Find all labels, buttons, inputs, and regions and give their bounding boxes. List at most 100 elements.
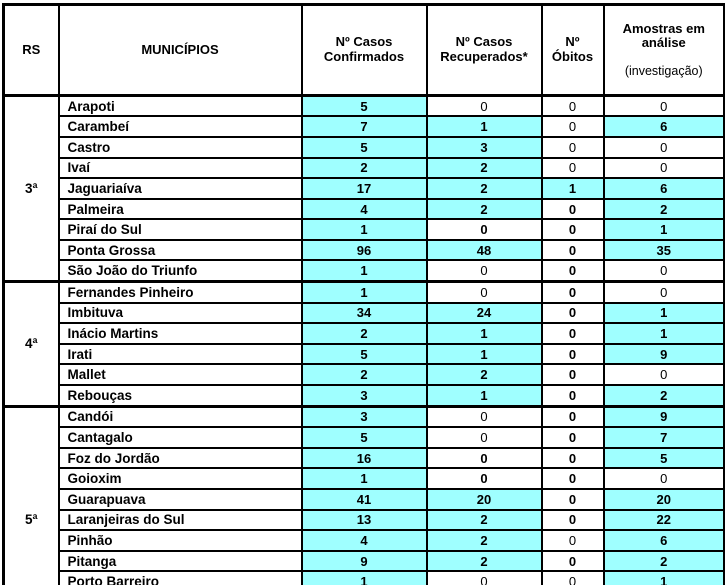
column-header-amostras-sublabel: (investigação): [624, 64, 703, 79]
table-row: Porto Barreiro 1 0 0 1: [4, 570, 725, 585]
confirmed-cases-cell: 1: [300, 280, 428, 304]
recovered-cases-cell: 2: [425, 156, 543, 180]
recovered-cases-cell: 0: [425, 426, 543, 449]
rs-group-label: 3ª: [2, 94, 60, 283]
confirmed-cases-cell: 1: [300, 467, 428, 490]
samples-in-analysis-cell: 20: [602, 488, 725, 511]
recovered-cases-cell: 2: [425, 508, 543, 532]
table-row: 4ª Fernandes Pinheiro 1 0 0 0: [2, 280, 725, 408]
samples-in-analysis-cell: 2: [602, 549, 725, 573]
deaths-cell: 0: [540, 467, 605, 490]
recovered-cases-cell: 0: [425, 467, 543, 490]
confirmed-cases-cell: 2: [300, 322, 428, 345]
municipality-cell: Candói: [57, 404, 303, 429]
samples-in-analysis-cell: 1: [602, 218, 725, 241]
samples-in-analysis-cell: 0: [602, 259, 725, 283]
deaths-cell: 0: [540, 135, 605, 159]
table-row: Laranjeiras do Sul 13 2 0 22: [4, 508, 725, 532]
samples-in-analysis-cell: 9: [602, 342, 725, 366]
samples-in-analysis-cell: 1: [602, 322, 725, 345]
table-row: São João do Triunfo 1 0 0 0: [4, 259, 725, 283]
deaths-cell: 0: [540, 94, 605, 118]
samples-in-analysis-cell: 22: [602, 508, 725, 532]
confirmed-cases-cell: 3: [300, 404, 428, 429]
table-row: Irati 5 1 0 9: [4, 342, 725, 366]
samples-in-analysis-cell: 5: [602, 446, 725, 470]
recovered-cases-cell: 0: [425, 280, 543, 304]
municipality-cell: Cantagalo: [57, 426, 303, 449]
confirmed-cases-cell: 3: [300, 384, 428, 408]
municipality-cell: Laranjeiras do Sul: [57, 508, 303, 532]
municipality-cell: Palmeira: [57, 197, 303, 221]
column-header-obitos: Nº Óbitos: [540, 3, 605, 97]
municipality-cell: Arapoti: [57, 94, 303, 118]
deaths-cell: 0: [540, 426, 605, 449]
recovered-cases-cell: 24: [425, 301, 543, 325]
rs-group-label: 4ª: [2, 280, 60, 408]
column-header-casos-confirmados: Nº Casos Confirmados: [300, 3, 428, 97]
column-header-amostras-label: Amostras em análise: [622, 20, 705, 51]
recovered-cases-cell: 20: [425, 488, 543, 511]
column-header-amostras: Amostras em análise (investigação): [602, 3, 725, 97]
table-row: Guarapuava 41 20 0 20: [4, 488, 725, 511]
table-row: Castro 5 3 0 0: [4, 135, 725, 159]
confirmed-cases-cell: 17: [300, 177, 428, 200]
samples-in-analysis-cell: 1: [602, 570, 725, 585]
municipality-cell: Carambeí: [57, 115, 303, 138]
municipality-cell: Guarapuava: [57, 488, 303, 511]
deaths-cell: 0: [540, 508, 605, 532]
recovered-cases-cell: 0: [425, 218, 543, 241]
confirmed-cases-cell: 4: [300, 529, 428, 552]
table-row: Pitanga 9 2 0 2: [4, 549, 725, 573]
deaths-cell: 0: [540, 280, 605, 304]
samples-in-analysis-cell: 9: [602, 404, 725, 429]
recovered-cases-cell: 2: [425, 529, 543, 552]
municipality-cell: Piraí do Sul: [57, 218, 303, 241]
municipality-cell: Fernandes Pinheiro: [57, 280, 303, 304]
confirmed-cases-cell: 9: [300, 549, 428, 573]
confirmed-cases-cell: 16: [300, 446, 428, 470]
confirmed-cases-cell: 5: [300, 94, 428, 118]
recovered-cases-cell: 1: [425, 115, 543, 138]
covid-municipios-table: RS MUNICÍPIOS Nº Casos Confirmados Nº Ca…: [2, 3, 725, 585]
deaths-cell: 0: [540, 238, 605, 262]
column-header-municipios: MUNICÍPIOS: [57, 3, 303, 97]
municipality-cell: Inácio Martins: [57, 322, 303, 345]
deaths-cell: 0: [540, 342, 605, 366]
recovered-cases-cell: 3: [425, 135, 543, 159]
recovered-cases-cell: 2: [425, 549, 543, 573]
deaths-cell: 0: [540, 156, 605, 180]
confirmed-cases-cell: 5: [300, 135, 428, 159]
municipality-cell: Irati: [57, 342, 303, 366]
municipality-cell: Pinhão: [57, 529, 303, 552]
deaths-cell: 0: [540, 529, 605, 552]
recovered-cases-cell: 1: [425, 342, 543, 366]
table-row: Piraí do Sul 1 0 0 1: [4, 218, 725, 241]
deaths-cell: 0: [540, 322, 605, 345]
table-row: Palmeira 4 2 0 2: [4, 197, 725, 221]
municipality-cell: São João do Triunfo: [57, 259, 303, 283]
table-row: Ponta Grossa 96 48 0 35: [4, 238, 725, 262]
deaths-cell: 1: [540, 177, 605, 200]
recovered-cases-cell: 2: [425, 363, 543, 387]
samples-in-analysis-cell: 0: [602, 135, 725, 159]
recovered-cases-cell: 1: [425, 384, 543, 408]
deaths-cell: 0: [540, 404, 605, 429]
municipality-cell: Foz do Jordão: [57, 446, 303, 470]
municipality-cell: Pitanga: [57, 549, 303, 573]
samples-in-analysis-cell: 35: [602, 238, 725, 262]
table-row: Inácio Martins 2 1 0 1: [4, 322, 725, 345]
samples-in-analysis-cell: 1: [602, 301, 725, 325]
municipality-cell: Imbituva: [57, 301, 303, 325]
confirmed-cases-cell: 5: [300, 426, 428, 449]
municipality-cell: Castro: [57, 135, 303, 159]
samples-in-analysis-cell: 2: [602, 197, 725, 221]
confirmed-cases-cell: 34: [300, 301, 428, 325]
table-row: Rebouças 3 1 0 2: [4, 384, 725, 408]
samples-in-analysis-cell: 6: [602, 177, 725, 200]
samples-in-analysis-cell: 0: [602, 156, 725, 180]
recovered-cases-cell: 0: [425, 446, 543, 470]
confirmed-cases-cell: 2: [300, 156, 428, 180]
column-header-casos-recuperados: Nº Casos Recuperados*: [425, 3, 543, 97]
